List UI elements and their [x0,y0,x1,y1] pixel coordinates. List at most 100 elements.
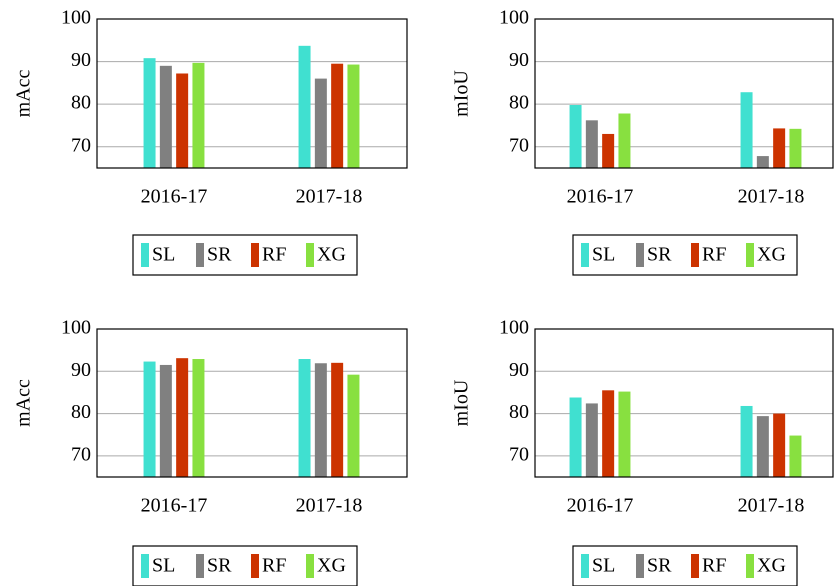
bar [298,359,311,477]
x-tick-label: 2017-18 [738,186,805,208]
y-tick-label: 80 [71,92,91,114]
x-tick-label: 2016-17 [567,186,634,208]
y-tick-label: 80 [509,92,529,114]
y-axis-label: mIoU [451,379,473,426]
bar [569,104,582,168]
bar [192,62,205,168]
legend-swatch [691,554,699,578]
bar [314,363,327,477]
plot-frame [96,328,408,478]
legend-swatch [141,243,149,267]
y-tick-label: 90 [509,359,529,381]
legend-swatch [581,243,589,267]
y-tick-label: 70 [509,443,529,465]
legend-label: XG [317,555,346,577]
bar [192,359,205,477]
plot-frame [534,328,834,478]
bar [159,65,172,168]
bar [585,120,598,168]
legend-swatch [306,243,314,267]
legend-label: SL [592,244,615,266]
legend-swatch [306,554,314,578]
bar [789,128,802,168]
bar [740,92,753,168]
bar [618,391,631,477]
y-tick-label: 100 [499,7,529,29]
bar [347,64,360,168]
x-tick-label: 2017-18 [296,495,363,517]
bar [756,156,769,168]
legend-swatch [746,554,754,578]
bar [569,397,582,477]
legend-label: RF [262,244,286,266]
legend-swatch [196,243,204,267]
legend-swatch [251,554,259,578]
legend-label: XG [757,555,786,577]
bar [602,390,615,477]
plot-frame [96,18,408,169]
legend-label: SR [647,555,672,577]
bar [585,403,598,477]
legend-label: SR [647,244,672,266]
legend-swatch [141,554,149,578]
bar [347,374,360,477]
legend-label: SR [207,555,232,577]
legend-label: SL [592,555,615,577]
bar [176,73,189,168]
x-tick-label: 2016-17 [141,495,208,517]
y-tick-label: 70 [71,443,91,465]
y-tick-label: 90 [71,49,91,71]
y-tick-label: 100 [499,317,529,339]
x-tick-label: 2016-17 [567,495,634,517]
legend-box [132,234,358,276]
x-tick-label: 2017-18 [738,495,805,517]
bar [331,63,344,169]
y-tick-label: 100 [61,7,91,29]
legend-swatch [636,554,644,578]
y-tick-label: 70 [71,134,91,156]
bar [773,413,786,477]
legend-swatch [746,243,754,267]
bar [143,58,156,169]
bar [159,364,172,477]
legend-label: SL [152,555,175,577]
bar [740,405,753,477]
plot-frame [534,18,834,169]
bar [756,416,769,477]
y-tick-label: 70 [509,134,529,156]
bar [789,435,802,477]
y-tick-label: 80 [509,401,529,423]
legend-box [132,545,358,586]
bar [618,113,631,168]
y-tick-label: 90 [71,359,91,381]
x-tick-label: 2016-17 [141,186,208,208]
bar [176,358,189,477]
legend-swatch [636,243,644,267]
y-axis-label: mAcc [13,379,35,427]
legend-label: RF [702,244,726,266]
y-tick-label: 100 [61,317,91,339]
legend-swatch [691,243,699,267]
legend-label: SL [152,244,175,266]
legend-label: XG [317,244,346,266]
legend-swatch [251,243,259,267]
y-axis-label: mAcc [13,70,35,118]
legend-box [572,234,798,276]
legend-box [572,545,798,586]
legend-label: RF [702,555,726,577]
y-axis-label: mIoU [451,70,473,117]
y-tick-label: 90 [509,49,529,71]
bar [143,361,156,477]
legend-label: SR [207,244,232,266]
y-tick-label: 80 [71,401,91,423]
legend-label: XG [757,244,786,266]
bar [314,78,327,168]
legend-swatch [581,554,589,578]
legend-swatch [196,554,204,578]
bar [331,362,344,477]
bar [298,45,311,168]
bar [773,128,786,168]
bar [602,133,615,168]
x-tick-label: 2017-18 [296,186,363,208]
